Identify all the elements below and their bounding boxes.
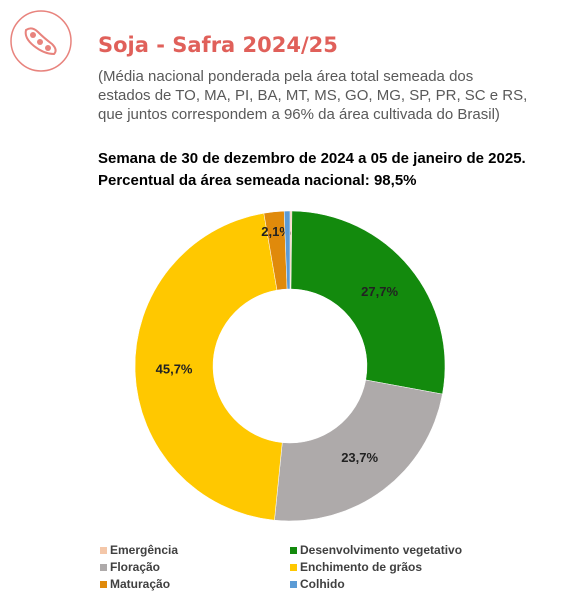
legend-swatch: [290, 564, 297, 571]
legend-label: Maturação: [110, 577, 170, 591]
soy-icon: [10, 10, 72, 72]
legend-label: Floração: [110, 560, 160, 574]
legend-swatch: [100, 581, 107, 588]
data-label: 2,1%: [261, 224, 291, 239]
chart: 27,7% 23,7% 45,7% 2,1% Emergência Desenvolvim…: [100, 210, 462, 591]
data-label: 23,7%: [341, 450, 378, 465]
data-label: 27,7%: [361, 284, 398, 299]
subtitle: (Média nacional ponderada pela área tota…: [98, 68, 528, 123]
percent: Percentual da área semeada nacional: 98,…: [98, 172, 417, 189]
legend-swatch: [100, 547, 107, 554]
legend-label: Desenvolvimento vegetativo: [300, 543, 462, 557]
donut-slice: [134, 212, 283, 521]
donut-slice: [290, 210, 446, 395]
legend-swatch: [100, 564, 107, 571]
title: Soja - Safra 2024/25: [98, 33, 338, 57]
legend-label: Enchimento de grãos: [300, 560, 422, 574]
legend-label: Emergência: [110, 543, 178, 557]
donut-slice: [274, 379, 443, 522]
legend-swatch: [290, 547, 297, 554]
data-label: 45,7%: [156, 361, 193, 376]
week: Semana de 30 de dezembro de 2024 a 05 de…: [98, 150, 526, 167]
legend-swatch: [290, 581, 297, 588]
legend-label: Colhido: [300, 577, 345, 591]
donut-slice: [283, 210, 291, 290]
